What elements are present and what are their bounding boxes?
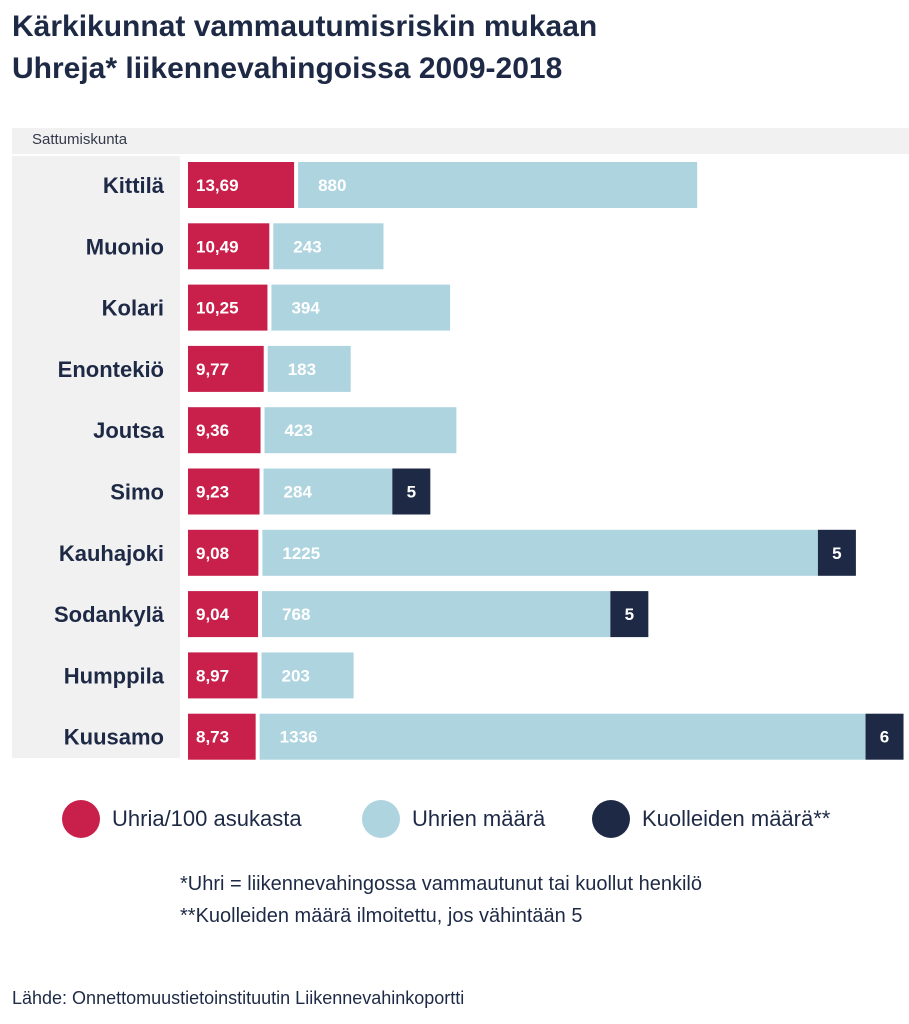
bar-per100 [188, 713, 256, 760]
column-header-band [12, 128, 909, 154]
bar-per100 [188, 468, 260, 515]
bar-deaths [610, 591, 649, 638]
bar-victims [259, 713, 866, 760]
title-line-2: Uhreja* liikennevahingoissa 2009-2018 [12, 52, 563, 85]
value-label-per100: 13,69 [196, 176, 239, 195]
value-label-victims: 880 [318, 176, 346, 195]
value-label-victims: 1336 [280, 728, 318, 747]
bar-victims [261, 652, 354, 699]
bar-victims [263, 468, 393, 515]
bar-per100 [188, 223, 270, 270]
footnote-victim-definition: *Uhri = liikennevahingossa vammautunut t… [180, 873, 702, 895]
chart-title: Kärkikunnat vammautumisriskin mukaan Uhr… [12, 6, 597, 90]
legend-label-per100: Uhria/100 asukasta [112, 806, 302, 831]
title-line-1: Kärkikunnat vammautumisriskin mukaan [12, 10, 598, 43]
value-label-per100: 9,36 [196, 421, 229, 440]
value-label-deaths: 5 [832, 544, 841, 563]
legend: Uhria/100 asukasta Uhrien määrä Kuolleid… [0, 800, 909, 844]
bar-victims [264, 407, 457, 454]
value-label-victims: 243 [293, 237, 321, 256]
value-label-per100: 9,04 [196, 605, 230, 624]
legend-label-deaths: Kuolleiden määrä** [642, 806, 831, 831]
category-label: Simo [110, 480, 164, 505]
value-label-victims: 203 [282, 666, 310, 685]
bar-per100 [188, 529, 259, 576]
bar-victims [298, 162, 698, 208]
legend-item-deaths: Kuolleiden määrä** [592, 800, 830, 838]
value-label-victims: 394 [291, 299, 320, 318]
category-label: Joutsa [93, 418, 165, 443]
bar-per100 [188, 652, 258, 699]
category-label: Kittilä [103, 173, 165, 198]
value-label-deaths: 5 [625, 605, 634, 624]
bar-chart: Kittilä 13,69 880 Muonio 10,49 243 Kolari 10,25… [54, 162, 904, 760]
value-label-per100: 10,49 [196, 237, 239, 256]
bar-deaths [392, 468, 431, 515]
bar-deaths [817, 529, 856, 576]
value-label-per100: 9,23 [196, 483, 229, 502]
value-label-per100: 9,77 [196, 360, 229, 379]
bar-per100 [188, 591, 259, 638]
legend-label-victims: Uhrien määrä [412, 806, 546, 831]
legend-swatch-deaths [592, 800, 630, 838]
bar-victims [271, 284, 451, 331]
footnotes: *Uhri = liikennevahingossa vammautunut t… [180, 868, 702, 932]
value-label-victims: 284 [284, 483, 313, 502]
category-label-panel [12, 156, 180, 758]
bar-per100 [188, 284, 268, 331]
category-label: Humppila [64, 663, 165, 688]
footnote-deaths-threshold: **Kuolleiden määrä ilmoitettu, jos vähin… [180, 905, 583, 927]
category-label: Sodankylä [54, 602, 165, 627]
bar-victims [262, 529, 818, 576]
bar-per100 [188, 162, 295, 208]
category-label: Muonio [86, 234, 164, 259]
legend-item-per100: Uhria/100 asukasta [62, 800, 302, 838]
value-label-deaths: 5 [407, 483, 416, 502]
category-label: Enontekiö [58, 357, 164, 382]
bar-deaths [865, 713, 904, 760]
bar-victims [262, 591, 611, 638]
value-label-per100: 9,08 [196, 544, 229, 563]
legend-swatch-victims [362, 800, 400, 838]
legend-swatch-per100 [62, 800, 100, 838]
column-header-label: Sattumiskunta [32, 131, 128, 148]
value-label-victims: 1225 [282, 544, 320, 563]
bar-victims [267, 345, 351, 392]
bar-per100 [188, 345, 264, 392]
bar-victims [273, 223, 384, 270]
value-label-victims: 183 [288, 360, 316, 379]
value-label-per100: 8,97 [196, 666, 229, 685]
legend-item-victims: Uhrien määrä [362, 800, 545, 838]
value-label-victims: 423 [285, 421, 313, 440]
bar-per100 [188, 407, 261, 454]
category-label: Kolari [102, 296, 164, 321]
category-label: Kuusamo [64, 725, 164, 750]
value-label-deaths: 6 [880, 728, 889, 747]
category-label: Kauhajoki [59, 541, 164, 566]
source-credit: Lähde: Onnettomuustietoinstituutin Liike… [12, 988, 465, 1008]
value-label-per100: 8,73 [196, 728, 229, 747]
value-label-per100: 10,25 [196, 299, 239, 318]
value-label-victims: 768 [282, 605, 310, 624]
